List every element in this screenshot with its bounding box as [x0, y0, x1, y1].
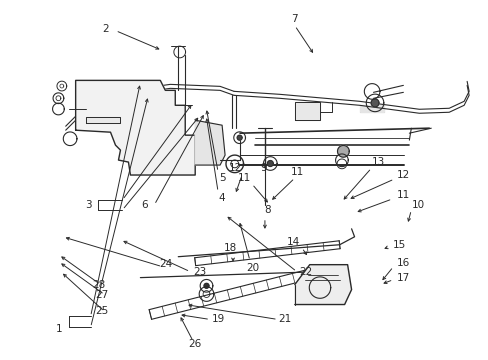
Text: 14: 14 — [286, 237, 299, 247]
Text: 27: 27 — [95, 289, 108, 300]
Polygon shape — [337, 145, 348, 157]
Text: 25: 25 — [95, 306, 108, 316]
Text: 19: 19 — [211, 314, 224, 324]
Text: 12: 12 — [396, 170, 409, 180]
Polygon shape — [195, 120, 224, 165]
Text: 18: 18 — [223, 243, 236, 253]
Text: 15: 15 — [392, 240, 405, 250]
Text: 6: 6 — [141, 200, 147, 210]
Text: 24: 24 — [159, 259, 172, 269]
Text: 16: 16 — [396, 258, 409, 268]
Text: 20: 20 — [246, 263, 259, 273]
Polygon shape — [267, 161, 273, 166]
Text: 2: 2 — [102, 24, 109, 33]
Polygon shape — [76, 80, 195, 175]
Polygon shape — [203, 283, 208, 288]
Polygon shape — [237, 135, 242, 140]
Text: 21: 21 — [278, 314, 291, 324]
Text: 9: 9 — [260, 163, 266, 173]
Text: 13: 13 — [371, 157, 384, 167]
Text: 5: 5 — [218, 173, 225, 183]
Text: 11: 11 — [290, 167, 304, 177]
Text: 8: 8 — [264, 205, 271, 215]
Text: 3: 3 — [85, 200, 92, 210]
Polygon shape — [85, 117, 120, 123]
Text: 11: 11 — [238, 173, 251, 183]
Text: 17: 17 — [396, 273, 409, 283]
Text: 22: 22 — [298, 267, 311, 276]
Text: 4: 4 — [218, 193, 225, 203]
Text: 28: 28 — [92, 280, 105, 289]
Text: 23: 23 — [193, 267, 206, 276]
Polygon shape — [294, 265, 351, 305]
Polygon shape — [359, 105, 384, 112]
Text: 11: 11 — [396, 190, 409, 200]
Text: 1: 1 — [55, 324, 62, 334]
Polygon shape — [294, 102, 319, 120]
Text: 10: 10 — [410, 200, 424, 210]
Text: 26: 26 — [188, 339, 202, 349]
Polygon shape — [370, 99, 378, 107]
Text: 12: 12 — [228, 163, 242, 173]
Text: 7: 7 — [291, 14, 298, 24]
